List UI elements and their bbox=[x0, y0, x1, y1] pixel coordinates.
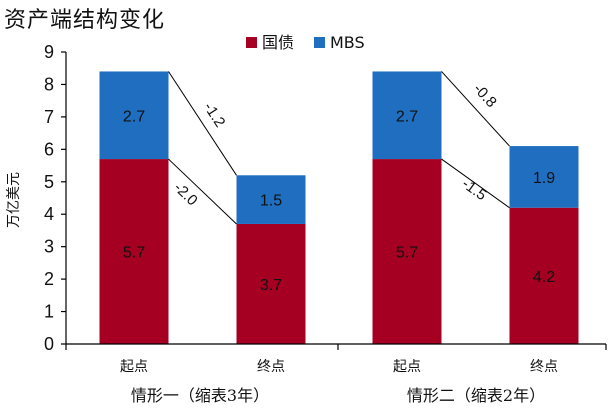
y-tick-label: 2 bbox=[44, 269, 54, 289]
legend-swatch bbox=[246, 37, 257, 48]
connector-line bbox=[168, 158, 237, 225]
x-group-label: 情形一（缩表3年） bbox=[131, 386, 269, 405]
y-tick-label: 4 bbox=[44, 204, 54, 224]
legend-swatch bbox=[314, 37, 325, 48]
bar-segment bbox=[509, 146, 579, 208]
x-category-label: 起点 bbox=[393, 359, 421, 375]
legend: 国债 MBS bbox=[246, 33, 365, 52]
data-label: 5.7 bbox=[123, 245, 145, 262]
change-label: -1.5 bbox=[459, 175, 490, 204]
bar-segment bbox=[372, 71, 442, 160]
bar-segment bbox=[236, 175, 306, 224]
y-tick-label: 7 bbox=[44, 107, 54, 127]
bar-segment bbox=[509, 207, 579, 344]
x-category-label: 终点 bbox=[257, 359, 285, 375]
y-tick-label: 3 bbox=[44, 237, 54, 257]
chart-title: 资产端结构变化 bbox=[4, 8, 166, 33]
data-label: 2.7 bbox=[123, 108, 145, 125]
y-tick-label: 5 bbox=[44, 172, 54, 192]
x-category-label: 终点 bbox=[530, 359, 558, 375]
y-tick-label: 9 bbox=[44, 42, 54, 62]
y-tick-label: 8 bbox=[44, 74, 54, 94]
bar-segment bbox=[372, 159, 442, 344]
data-label: 1.5 bbox=[260, 193, 282, 210]
bar-segment bbox=[99, 71, 169, 160]
change-label: -0.8 bbox=[470, 80, 500, 111]
y-tick-label: 6 bbox=[44, 139, 54, 159]
x-group-label: 情形二（缩表2年） bbox=[407, 386, 545, 405]
connectors: -1.2-2.0-0.8-1.5 bbox=[168, 71, 510, 225]
data-label: 3.7 bbox=[260, 277, 282, 294]
legend-label: 国债 bbox=[262, 33, 294, 52]
y-tick-label: 0 bbox=[44, 334, 54, 354]
bar-segment bbox=[99, 159, 169, 344]
data-label: 1.9 bbox=[533, 170, 555, 187]
connector-line bbox=[441, 158, 510, 209]
connector-line bbox=[441, 71, 510, 147]
bars: 5.7 2.7 3.7 1.5 5.7 2.7 4.2 1.9 bbox=[99, 71, 579, 344]
y-axis: 0 1 2 3 4 5 6 7 8 9 万亿美元 bbox=[6, 42, 67, 354]
data-label: 5.7 bbox=[396, 245, 418, 262]
connector-line bbox=[168, 71, 237, 176]
data-label: 4.2 bbox=[533, 269, 555, 286]
change-label: -2.0 bbox=[170, 179, 200, 209]
data-label: 2.7 bbox=[396, 108, 418, 125]
bar-segment bbox=[236, 223, 306, 344]
x-category-label: 起点 bbox=[120, 359, 148, 375]
legend-label: MBS bbox=[330, 33, 365, 52]
y-axis-label: 万亿美元 bbox=[6, 172, 22, 228]
y-tick-label: 1 bbox=[44, 302, 54, 322]
